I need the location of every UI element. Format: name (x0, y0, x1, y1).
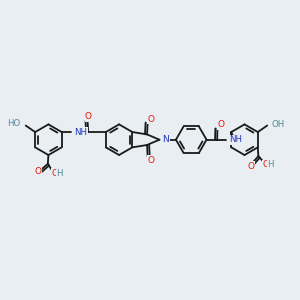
Text: NH: NH (74, 128, 87, 136)
Text: O: O (51, 169, 58, 178)
Text: HO: HO (7, 119, 20, 128)
Text: H: H (56, 169, 63, 178)
Text: N: N (162, 135, 169, 144)
Text: O: O (148, 156, 155, 165)
Text: OH: OH (272, 120, 285, 129)
Text: O: O (262, 160, 269, 169)
Text: O: O (248, 162, 254, 171)
Text: O: O (85, 112, 92, 121)
Text: O: O (34, 167, 42, 176)
Text: NH: NH (229, 135, 242, 144)
Text: H: H (268, 160, 274, 169)
Text: O: O (148, 115, 155, 124)
Text: O: O (218, 121, 224, 130)
